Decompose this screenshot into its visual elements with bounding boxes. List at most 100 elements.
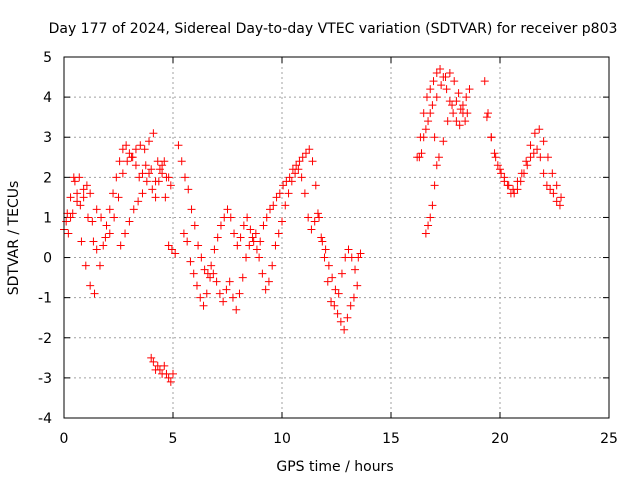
data-point <box>158 161 167 170</box>
data-point <box>145 137 154 146</box>
data-point <box>233 241 242 250</box>
data-point <box>310 217 319 226</box>
data-point <box>315 213 324 222</box>
data-point <box>122 141 131 150</box>
data-point <box>311 181 320 190</box>
data-point <box>83 213 92 222</box>
data-point <box>445 69 454 78</box>
data-point <box>66 193 75 202</box>
data-point <box>75 173 84 182</box>
data-point <box>330 301 339 310</box>
axis-ticks <box>63 56 610 419</box>
data-point <box>160 157 169 166</box>
data-point <box>275 189 284 198</box>
data-point <box>548 169 557 178</box>
data-point <box>171 249 180 258</box>
data-point <box>177 157 186 166</box>
data-point <box>324 261 333 270</box>
data-point <box>110 213 119 222</box>
data-point <box>166 377 175 386</box>
data-point <box>307 225 316 234</box>
data-point <box>239 221 248 230</box>
data-point <box>105 205 114 214</box>
data-point <box>292 161 301 170</box>
data-point <box>256 237 265 246</box>
y-tick-label: -2 <box>38 331 52 347</box>
data-point <box>200 265 209 274</box>
data-point <box>118 145 127 154</box>
data-point <box>487 133 496 142</box>
data-point <box>196 293 205 302</box>
data-point <box>432 69 441 78</box>
data-point <box>145 169 154 178</box>
data-point <box>135 173 144 182</box>
data-point <box>443 117 452 126</box>
data-point <box>114 193 123 202</box>
data-point <box>230 229 239 238</box>
data-point <box>138 189 147 198</box>
data-point <box>105 229 114 238</box>
data-point <box>226 213 235 222</box>
data-point <box>535 125 544 134</box>
data-point <box>136 141 145 150</box>
data-point <box>285 173 294 182</box>
y-tick-label: -4 <box>38 411 52 427</box>
data-point <box>64 229 73 238</box>
data-point <box>184 185 193 194</box>
data-point <box>422 93 431 102</box>
data-point <box>421 125 430 134</box>
data-point <box>116 241 125 250</box>
data-point <box>490 149 499 158</box>
data-point <box>82 181 91 190</box>
data-point <box>458 101 467 110</box>
data-point <box>68 209 77 218</box>
data-point <box>491 153 500 162</box>
data-point <box>543 153 552 162</box>
data-point <box>179 229 188 238</box>
data-point <box>539 169 548 178</box>
data-point <box>147 165 156 174</box>
data-point <box>99 241 108 250</box>
data-point <box>432 93 441 102</box>
data-point <box>298 153 307 162</box>
data-point <box>424 117 433 126</box>
data-point <box>246 225 255 234</box>
data-point <box>430 181 439 190</box>
data-point <box>140 145 149 154</box>
data-point <box>300 189 309 198</box>
data-point <box>271 241 280 250</box>
data-point <box>160 361 169 370</box>
data-points <box>60 65 566 386</box>
data-point <box>223 205 232 214</box>
data-point <box>428 101 437 110</box>
data-point <box>308 157 317 166</box>
data-point <box>297 173 306 182</box>
data-point <box>318 237 327 246</box>
data-point <box>321 245 330 254</box>
x-tick-label: 15 <box>382 431 400 447</box>
data-point <box>530 129 539 138</box>
data-point <box>334 289 343 298</box>
data-point <box>417 149 426 158</box>
data-point <box>62 217 71 226</box>
data-point <box>151 193 160 202</box>
data-point <box>97 213 106 222</box>
data-point <box>542 181 551 190</box>
data-point <box>142 177 151 186</box>
data-point <box>426 109 435 118</box>
data-point <box>269 201 278 210</box>
data-point <box>199 301 208 310</box>
data-point <box>557 193 566 202</box>
data-point <box>549 189 558 198</box>
data-point <box>219 297 228 306</box>
data-point <box>158 169 167 178</box>
y-tick-label: 3 <box>43 130 52 146</box>
data-point <box>262 213 271 222</box>
data-point <box>509 185 518 194</box>
data-point <box>264 277 273 286</box>
data-point <box>320 253 329 262</box>
data-point <box>510 189 519 198</box>
data-point <box>304 213 313 222</box>
data-point <box>313 209 322 218</box>
